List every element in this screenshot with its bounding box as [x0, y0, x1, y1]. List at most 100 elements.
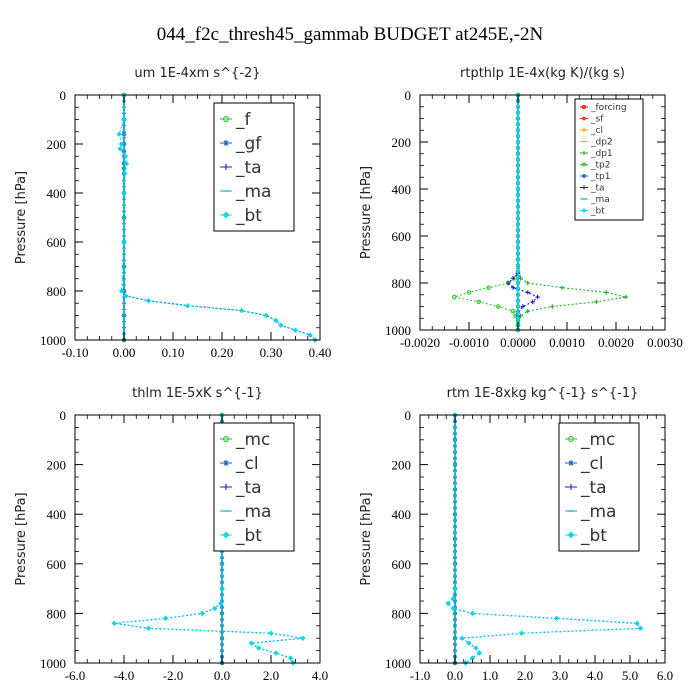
x-tick-label: -4.0: [114, 668, 135, 683]
data-point: [515, 315, 521, 321]
data-point: [530, 299, 535, 304]
data-point: [122, 170, 128, 177]
x-tick-label: 2.0: [517, 668, 533, 683]
data-point: [287, 655, 294, 661]
data-point: [506, 280, 511, 286]
data-point: [510, 285, 516, 290]
legend-marker: [582, 185, 586, 190]
legend-entry: _ma: [235, 182, 271, 202]
data-point: [525, 290, 530, 295]
data-point: [268, 630, 274, 636]
y-tick-label: 400: [47, 186, 67, 201]
data-point: [515, 104, 521, 110]
data-point: [278, 322, 284, 328]
y-tick-label: 600: [392, 229, 412, 244]
series-line: [507, 95, 539, 330]
data-point: [185, 303, 191, 309]
data-point: [515, 227, 521, 233]
legend-marker: [223, 484, 229, 490]
data-point: [525, 309, 530, 314]
data-point: [445, 600, 451, 607]
legend-entry: _sf: [590, 115, 604, 125]
series-bt: [116, 92, 318, 343]
data-point: [476, 299, 482, 305]
series-ta: [506, 92, 540, 333]
data-point: [496, 304, 501, 309]
legend-marker: [567, 531, 575, 539]
y-tick-label: 400: [47, 507, 67, 522]
legend-entry: _ta: [590, 184, 605, 194]
x-tick-label: 0.00: [113, 345, 136, 360]
y-tick-label: 1000: [385, 656, 411, 671]
x-tick-label: -0.0020: [400, 335, 440, 350]
data-point: [212, 605, 218, 612]
legend-marker: [223, 164, 229, 170]
data-point: [515, 127, 521, 133]
data-point: [473, 645, 479, 651]
legend-entry: _ma: [580, 502, 616, 522]
y-axis-label: Pressure [hPa]: [14, 171, 29, 264]
legend: _f _gf _ta _ma _bt: [213, 102, 295, 232]
data-point: [123, 160, 130, 167]
y-tick-label: 200: [392, 135, 412, 150]
legend-entry: _bt: [590, 207, 605, 217]
chart-panel-1: um 1E-4xm s^{-2} Pressure [hPa] -0.10 0.00 0…: [14, 66, 331, 360]
x-tick-label: 3.0: [552, 668, 568, 683]
data-point: [515, 157, 521, 163]
figure-title: 044_f2c_thresh45_gammab BUDGET at245E,-2…: [157, 24, 544, 45]
x-tick-label: 0.0020: [598, 335, 634, 350]
data-point: [550, 304, 555, 309]
data-point: [518, 630, 525, 636]
data-point: [515, 121, 521, 127]
data-point: [535, 294, 540, 300]
legend-marker: [581, 104, 587, 110]
data-point: [515, 210, 521, 215]
data-point: [122, 153, 129, 159]
legend-marker: [582, 174, 586, 178]
series-line: [517, 95, 626, 330]
legend-entry: _dp2: [590, 138, 613, 148]
data-point: [469, 610, 476, 617]
x-tick-label: 0.10: [162, 345, 185, 360]
data-point: [515, 192, 521, 198]
legend-entry: _f: [235, 110, 252, 130]
legend-marker: [568, 484, 574, 490]
legend-marker: [582, 128, 586, 132]
data-point: [515, 268, 521, 274]
legend-marker: [568, 436, 574, 442]
y-tick-label: 200: [392, 458, 412, 473]
x-tick-label: 0.0: [447, 668, 463, 683]
x-tick-label: 2.0: [263, 668, 279, 683]
x-tick-label: 1.0: [482, 668, 498, 683]
data-point: [515, 257, 521, 262]
legend-entry: _ma: [235, 502, 271, 522]
x-tick-label: 5.0: [622, 668, 638, 683]
data-point: [515, 304, 521, 309]
data-point: [515, 298, 521, 304]
legend-entry: _bt: [580, 526, 607, 546]
legend-marker: [582, 116, 586, 121]
data-point: [292, 327, 299, 333]
legend-entry: _tp1: [590, 172, 610, 182]
data-point: [118, 141, 125, 147]
legend-marker: [581, 162, 587, 167]
x-tick-label: 6.0: [657, 668, 673, 683]
x-tick-label: 0.0030: [647, 335, 683, 350]
legend-entry: _mc: [580, 430, 615, 450]
x-tick-label: -6.0: [65, 668, 86, 683]
data-point: [623, 294, 628, 300]
x-tick-label: 0.40: [309, 345, 332, 360]
y-tick-label: 1000: [40, 333, 66, 348]
data-point: [515, 180, 521, 186]
x-tick-label: -1.0: [410, 668, 431, 683]
y-tick-label: 0: [60, 88, 67, 103]
x-tick-label: 0.0010: [549, 335, 585, 350]
data-point: [515, 292, 521, 298]
data-point: [515, 251, 521, 257]
data-point: [163, 615, 169, 621]
x-tick-label: 0.0000: [500, 335, 536, 350]
data-point: [117, 146, 123, 152]
data-point: [634, 620, 640, 626]
data-point: [515, 221, 521, 227]
data-point: [515, 145, 521, 151]
